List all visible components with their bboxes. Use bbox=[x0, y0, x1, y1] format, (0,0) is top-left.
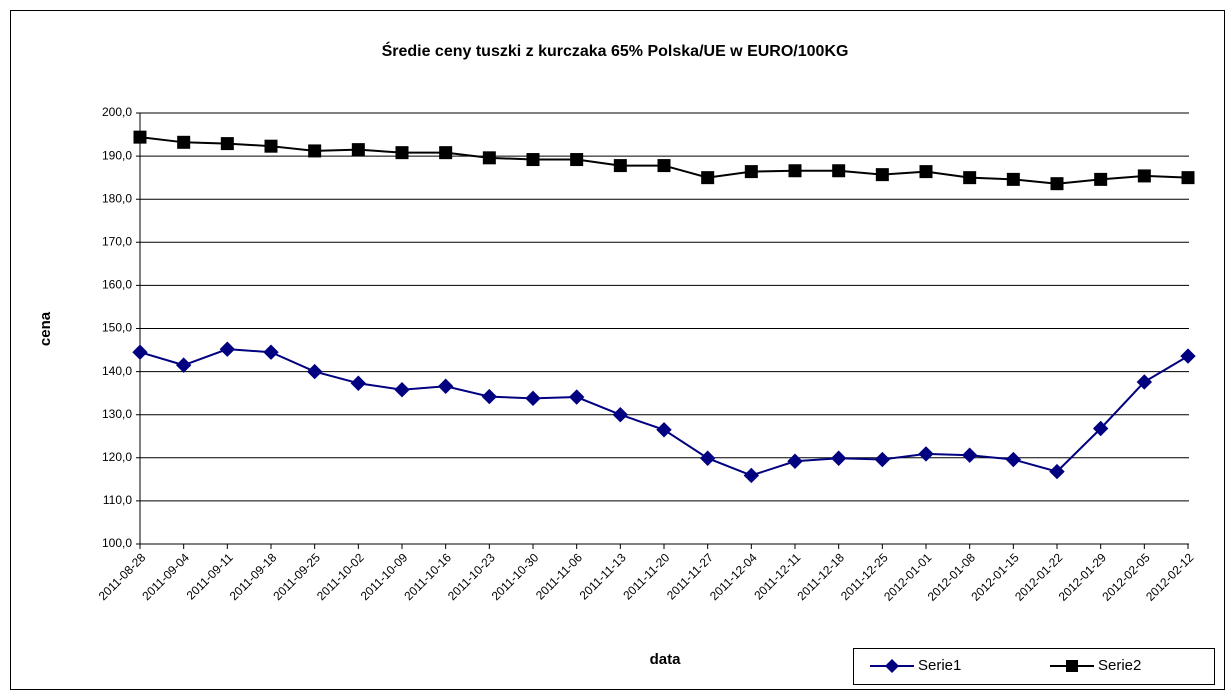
point bbox=[481, 388, 498, 405]
y-tick-label: 180,0 bbox=[102, 191, 132, 205]
y-tick-label: 130,0 bbox=[102, 407, 132, 421]
point bbox=[306, 363, 323, 380]
point bbox=[1050, 177, 1064, 191]
point bbox=[220, 137, 234, 151]
point bbox=[656, 422, 672, 438]
point bbox=[613, 159, 627, 173]
y-tick-label: 160,0 bbox=[102, 278, 132, 292]
point bbox=[919, 165, 933, 179]
point bbox=[526, 153, 540, 167]
point bbox=[1092, 420, 1109, 437]
point bbox=[525, 390, 541, 407]
point bbox=[1180, 348, 1196, 364]
point bbox=[177, 135, 191, 149]
point bbox=[482, 151, 496, 165]
point bbox=[875, 168, 889, 182]
point bbox=[657, 159, 671, 173]
y-tick-label: 110,0 bbox=[103, 493, 132, 507]
point bbox=[394, 381, 410, 398]
point bbox=[219, 341, 236, 357]
y-tick-label: 200,0 bbox=[102, 105, 132, 119]
point bbox=[570, 153, 584, 167]
point bbox=[1136, 374, 1153, 390]
point bbox=[612, 406, 629, 423]
point bbox=[963, 171, 977, 185]
point bbox=[1049, 463, 1065, 480]
point bbox=[1137, 169, 1151, 183]
point bbox=[699, 450, 716, 466]
legend-marker bbox=[885, 659, 899, 673]
point bbox=[133, 130, 147, 144]
y-tick-label: 100,0 bbox=[102, 536, 132, 550]
point bbox=[874, 451, 891, 468]
point bbox=[568, 389, 585, 405]
point bbox=[175, 357, 192, 373]
point bbox=[132, 344, 148, 360]
y-tick-label: 190,0 bbox=[102, 148, 132, 162]
x-axis-title: data bbox=[650, 651, 682, 668]
point bbox=[743, 467, 760, 484]
point bbox=[1006, 172, 1020, 186]
y-tick-label: 150,0 bbox=[102, 321, 132, 335]
point bbox=[437, 378, 454, 394]
y-axis-title: cena bbox=[37, 311, 54, 346]
point bbox=[264, 139, 278, 153]
point bbox=[263, 344, 279, 360]
legend-label: Serie1 bbox=[918, 657, 961, 674]
point bbox=[787, 453, 803, 469]
point bbox=[308, 144, 322, 158]
y-tick-label: 140,0 bbox=[102, 364, 132, 378]
point bbox=[744, 165, 758, 179]
point bbox=[351, 143, 365, 157]
point bbox=[701, 171, 715, 185]
point bbox=[830, 450, 847, 466]
point bbox=[832, 164, 846, 178]
y-tick-label: 120,0 bbox=[102, 450, 132, 464]
chart-border bbox=[10, 10, 1225, 690]
point bbox=[961, 447, 978, 463]
point bbox=[1181, 171, 1195, 185]
chart-title: Średie ceny tuszki z kurczaka 65% Polska… bbox=[382, 41, 849, 60]
y-tick-label: 170,0 bbox=[102, 234, 132, 248]
point bbox=[350, 375, 367, 391]
point bbox=[439, 146, 453, 160]
point bbox=[918, 446, 934, 462]
legend-marker bbox=[1066, 660, 1078, 672]
point bbox=[1005, 451, 1022, 468]
legend-label: Serie2 bbox=[1098, 657, 1141, 674]
point bbox=[1094, 172, 1108, 186]
point bbox=[788, 164, 802, 178]
point bbox=[395, 146, 409, 160]
